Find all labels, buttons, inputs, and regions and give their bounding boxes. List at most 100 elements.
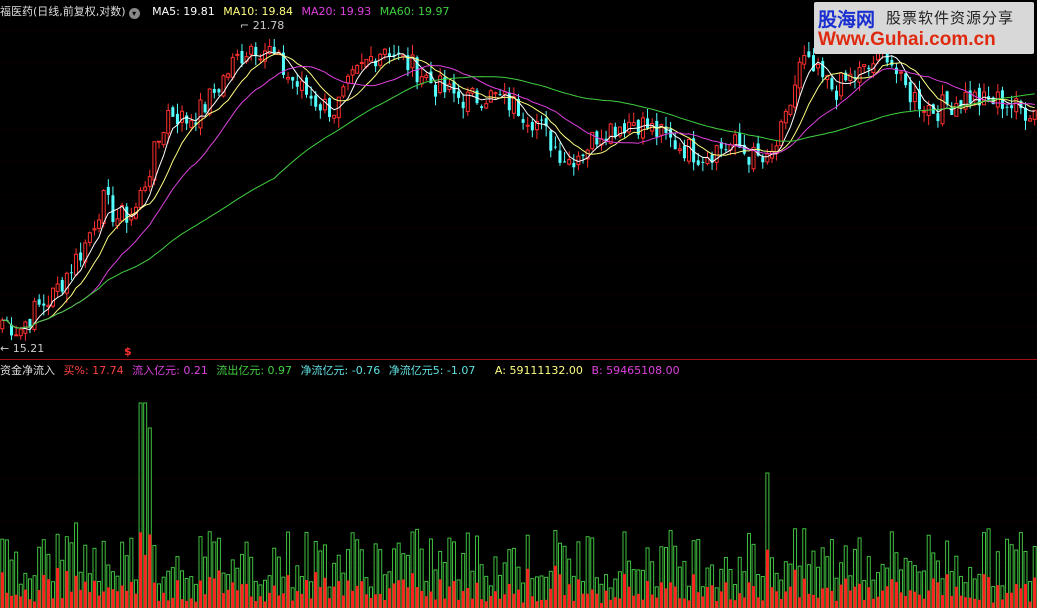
inflow-bar xyxy=(60,598,64,608)
inflow-bar xyxy=(521,602,525,608)
inflow-bar xyxy=(747,582,751,608)
inflow-bar xyxy=(825,587,829,608)
inflow-bar xyxy=(300,593,304,608)
volume-bar xyxy=(14,551,19,608)
candle-body xyxy=(844,72,848,81)
candle-body xyxy=(604,138,608,142)
ma5-line xyxy=(2,51,1035,331)
inflow-bar xyxy=(309,598,313,608)
value-b: B: 59465108.00 xyxy=(591,364,680,377)
indicator-legend: 资金净流入 买%: 17.74 流入亿元: 0.21 流出亿元: 0.97 净流… xyxy=(0,362,685,378)
inflow-bar xyxy=(793,569,797,608)
candle-body xyxy=(221,75,226,97)
candle-body xyxy=(742,144,746,154)
volume-bar xyxy=(995,551,1000,608)
candle-body xyxy=(226,73,231,78)
inflow-bar xyxy=(166,600,170,608)
inflow-bar xyxy=(784,591,788,608)
inflow-bar xyxy=(821,588,825,608)
candle-body xyxy=(194,122,198,125)
volume-bar xyxy=(562,545,567,608)
candle-body xyxy=(410,54,415,69)
volume-bar xyxy=(424,580,429,608)
volume-bar xyxy=(765,472,770,608)
candle-body xyxy=(203,104,207,113)
inflow-bar xyxy=(604,590,608,608)
volume-bar xyxy=(737,556,742,608)
volume-bar xyxy=(682,560,687,608)
candle-body xyxy=(28,318,32,328)
inflow-bar xyxy=(175,580,179,608)
volume-bar xyxy=(714,587,719,608)
chevron-down-icon[interactable]: ▾ xyxy=(128,8,140,19)
inflow-bar xyxy=(899,592,903,608)
inflow-bar xyxy=(461,590,465,608)
inflow-bar xyxy=(848,590,852,608)
inflow-bar xyxy=(46,579,50,608)
inflow-bar xyxy=(517,589,520,608)
volume-bar xyxy=(636,569,641,608)
volume-bar xyxy=(1028,581,1033,608)
inflow-bar xyxy=(401,579,405,608)
inflow-bar xyxy=(673,586,677,608)
inflow-bar xyxy=(493,591,497,608)
candle-body xyxy=(797,61,802,89)
inflow-bar xyxy=(470,598,474,608)
inflow-bar xyxy=(761,600,765,608)
inflow-bar xyxy=(987,577,991,608)
candle-body xyxy=(429,71,433,84)
volume-bar xyxy=(106,564,111,608)
volume-bar xyxy=(899,569,904,608)
volume-bar xyxy=(51,581,56,608)
volume-bar xyxy=(83,544,88,608)
inflow-bar xyxy=(217,570,221,608)
candle-body xyxy=(10,324,14,336)
inflow-bar xyxy=(618,598,622,608)
inflow-bar xyxy=(120,585,124,608)
candle-body xyxy=(793,84,798,108)
inflow-bar xyxy=(235,590,239,608)
inflow-bar xyxy=(867,587,871,608)
candle-body xyxy=(687,139,692,162)
volume-bar xyxy=(433,569,438,608)
candle-body xyxy=(1023,107,1027,121)
inflow-bar xyxy=(996,585,1000,608)
candle-body xyxy=(295,81,299,87)
volume-bar xyxy=(249,556,254,608)
inflow-bar xyxy=(19,596,23,608)
candle-body xyxy=(281,52,285,75)
inflow-bar xyxy=(83,581,87,608)
candle-body xyxy=(18,328,23,337)
inflow-bar xyxy=(245,583,249,608)
volume-bar xyxy=(286,531,291,608)
inflow-bar xyxy=(526,568,530,608)
inflow-bar xyxy=(480,599,484,608)
high-price-label: ⌐ 21.78 xyxy=(240,19,284,32)
inflow-bar xyxy=(844,578,848,608)
inflow-bar xyxy=(125,590,129,608)
inflow-bar xyxy=(839,584,843,608)
inflow-bar xyxy=(950,595,954,608)
volume-bar xyxy=(968,566,973,608)
candle-body xyxy=(97,219,102,229)
volume-bar xyxy=(793,528,798,608)
inflow-bar xyxy=(908,590,912,608)
candle-body xyxy=(981,91,986,106)
volume-bar xyxy=(350,532,355,608)
volume-bar xyxy=(1000,585,1005,608)
volume-bar xyxy=(129,537,134,608)
inflow-bar xyxy=(1033,577,1037,608)
inflow-bar xyxy=(92,580,96,608)
volume-bar xyxy=(470,570,475,608)
candle-body xyxy=(175,113,179,125)
inflow-bar xyxy=(512,593,516,608)
volume-bar xyxy=(120,541,125,608)
volume-bar xyxy=(894,552,899,608)
inflow-bar xyxy=(623,574,627,608)
candle-body xyxy=(185,115,189,124)
candle-body xyxy=(613,126,617,137)
volume-bar xyxy=(207,531,212,608)
inflow-bar xyxy=(387,588,391,608)
inflow-bar xyxy=(609,599,613,608)
